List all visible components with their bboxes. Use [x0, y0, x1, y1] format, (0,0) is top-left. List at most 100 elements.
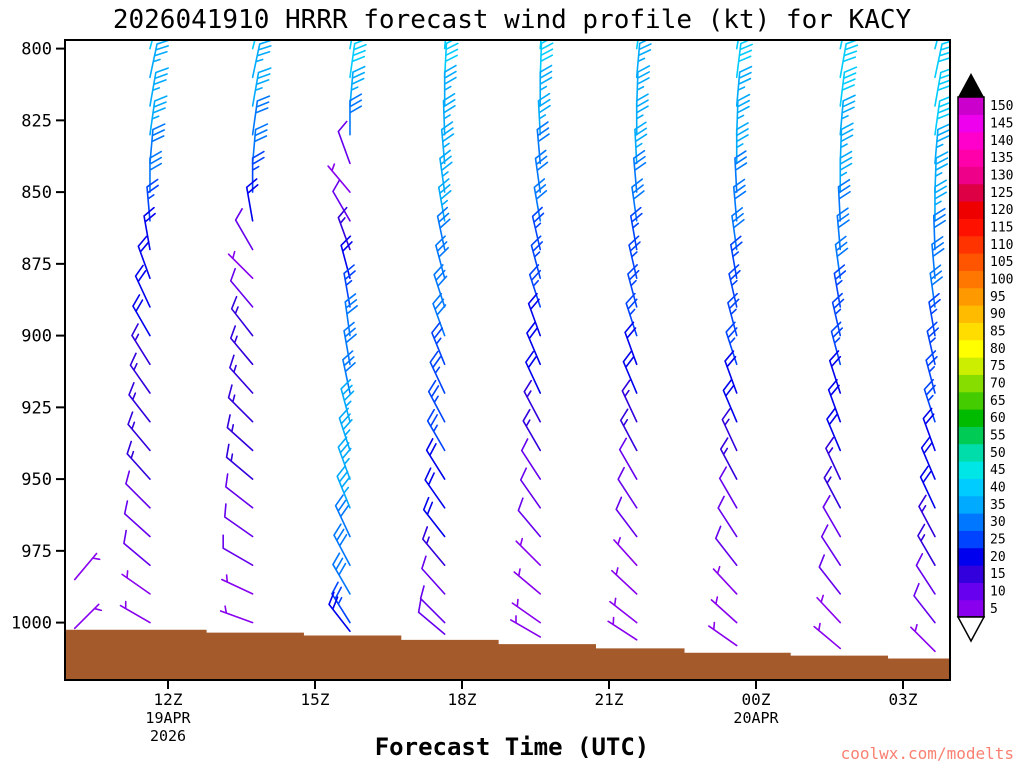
wind-barb [343, 321, 357, 366]
wind-barb [251, 150, 265, 193]
watermark-link[interactable]: coolwx.com/modelts [840, 744, 1014, 763]
wind-barb [820, 524, 842, 567]
colorbar-label: 15 [990, 567, 1006, 582]
wind-barb [823, 465, 842, 509]
wind-barb [149, 95, 168, 136]
wind-barb [511, 598, 542, 624]
wind-barb [618, 437, 638, 480]
wind-barb [611, 567, 638, 595]
wind-barb [609, 597, 638, 624]
colorbar-segment [958, 97, 984, 115]
wind-barb [839, 40, 859, 79]
wind-barb [129, 352, 151, 394]
wind-barb [123, 500, 151, 538]
wind-barb [222, 534, 254, 567]
wind-barb [615, 496, 638, 538]
wind-barb [613, 536, 638, 567]
wind-barb [734, 150, 748, 193]
wind-barb [421, 555, 446, 595]
wind-barb [727, 292, 740, 337]
wind-barb [634, 121, 648, 165]
wind-barb [229, 354, 254, 394]
wind-barb [349, 93, 363, 136]
wind-barb [630, 206, 643, 251]
wind-barb [627, 264, 640, 308]
wind-barb [825, 436, 842, 480]
wind-barb [343, 264, 356, 308]
wind-barb [417, 598, 446, 635]
wind-barb [934, 151, 949, 193]
colorbar-label: 30 [990, 515, 1006, 530]
colorbar-segment [958, 270, 984, 289]
colorbar-segment [958, 201, 984, 219]
colorbar-segment [958, 218, 984, 237]
wind-barb [830, 321, 844, 366]
wind-barb [517, 497, 542, 538]
wind-barb [245, 178, 259, 222]
x-tick-label: 15Z [301, 690, 330, 709]
y-tick-label: 900 [21, 327, 52, 347]
wind-barb [427, 379, 446, 423]
wind-barb [337, 120, 351, 165]
y-tick-label: 850 [21, 183, 52, 203]
wind-barb [607, 616, 638, 641]
wind-barb [333, 523, 351, 567]
wind-barb [839, 150, 853, 193]
wind-barb [536, 121, 550, 165]
wind-barb [632, 149, 647, 193]
colorbar-segment [958, 235, 984, 254]
wind-barb [735, 40, 740, 50]
wind-barb [839, 122, 854, 165]
colorbar-segment [958, 253, 984, 271]
wind-barb [828, 350, 842, 394]
wind-barb [735, 40, 753, 79]
wind-barb [816, 594, 842, 624]
wind-barb [437, 178, 452, 222]
wind-barb [515, 537, 542, 567]
wind-barb [332, 179, 351, 222]
wind-barb [223, 503, 254, 538]
wind-barb [227, 250, 254, 280]
colorbar-label: 80 [990, 342, 1006, 357]
wind-barb [149, 123, 166, 165]
colorbar-label: 130 [990, 169, 1013, 184]
wind-barb [251, 95, 271, 136]
wind-barb [719, 437, 738, 480]
colorbar-label: 50 [990, 446, 1006, 461]
wind-barb [833, 264, 847, 308]
wind-barb [929, 264, 943, 308]
wind-barb [131, 323, 151, 366]
y-tick-label: 1000 [11, 614, 52, 634]
wind-barb [219, 605, 254, 624]
colorbar-segment [958, 287, 984, 306]
wind-barb [338, 407, 353, 452]
wind-barb [917, 523, 936, 567]
wind-barb [340, 378, 355, 423]
wind-barb [337, 436, 352, 480]
wind-barb [439, 149, 453, 193]
wind-barb [813, 622, 842, 650]
colorbar-label: 140 [990, 134, 1013, 149]
wind-barb [349, 40, 367, 79]
wind-barb [722, 379, 738, 423]
wind-barb [725, 321, 738, 366]
wind-barb [146, 178, 159, 222]
x-tick-label: 03Z [889, 690, 918, 709]
wind-barb [932, 207, 947, 251]
y-tick-label: 925 [21, 398, 52, 418]
wind-barb [510, 615, 542, 638]
wind-barb [520, 438, 542, 480]
wind-barb [818, 554, 842, 595]
colorbar-label: 90 [990, 307, 1006, 322]
wind-barb [710, 596, 738, 624]
wind-barb [934, 96, 950, 136]
wind-barb [624, 321, 638, 366]
colorbar-label: 120 [990, 203, 1013, 218]
wind-barb [839, 66, 858, 107]
colorbar-label: 95 [990, 290, 1006, 305]
colorbar-cap-bottom [956, 616, 986, 643]
wind-barb [836, 207, 850, 251]
colorbar-label: 105 [990, 255, 1013, 270]
